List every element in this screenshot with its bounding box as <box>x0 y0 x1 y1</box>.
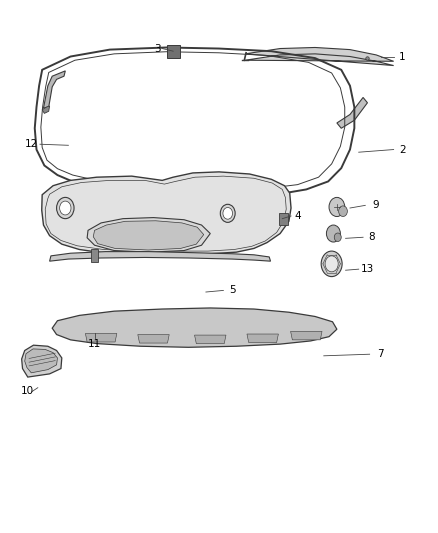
Polygon shape <box>43 71 65 108</box>
Text: 12: 12 <box>25 139 38 149</box>
Text: 2: 2 <box>399 144 406 155</box>
Circle shape <box>329 197 345 216</box>
Polygon shape <box>87 217 210 252</box>
Text: 5: 5 <box>229 286 235 295</box>
Text: 10: 10 <box>20 386 33 397</box>
Circle shape <box>60 201 71 215</box>
Polygon shape <box>290 332 322 340</box>
FancyBboxPatch shape <box>166 45 180 58</box>
Text: 3: 3 <box>155 44 161 53</box>
FancyBboxPatch shape <box>91 249 99 262</box>
Polygon shape <box>138 335 169 343</box>
Polygon shape <box>93 221 204 250</box>
Polygon shape <box>337 98 367 128</box>
Polygon shape <box>245 47 394 66</box>
Circle shape <box>325 256 338 272</box>
Circle shape <box>321 251 342 277</box>
Text: 13: 13 <box>361 264 374 274</box>
Polygon shape <box>247 334 279 343</box>
Polygon shape <box>21 345 62 377</box>
Circle shape <box>223 207 233 219</box>
Text: 8: 8 <box>368 232 375 243</box>
Polygon shape <box>25 349 57 373</box>
Polygon shape <box>49 252 271 261</box>
Circle shape <box>326 225 340 242</box>
Text: 9: 9 <box>373 200 379 211</box>
Text: 7: 7 <box>377 349 384 359</box>
Text: 11: 11 <box>88 338 101 349</box>
Polygon shape <box>85 334 117 342</box>
Text: 4: 4 <box>294 211 301 221</box>
Circle shape <box>339 206 347 216</box>
Circle shape <box>220 204 235 222</box>
Circle shape <box>57 197 74 219</box>
Polygon shape <box>42 106 49 114</box>
Text: 1: 1 <box>399 52 406 61</box>
Polygon shape <box>194 335 226 344</box>
Polygon shape <box>42 172 291 255</box>
Circle shape <box>334 233 341 241</box>
Polygon shape <box>52 308 337 348</box>
FancyBboxPatch shape <box>279 213 288 224</box>
